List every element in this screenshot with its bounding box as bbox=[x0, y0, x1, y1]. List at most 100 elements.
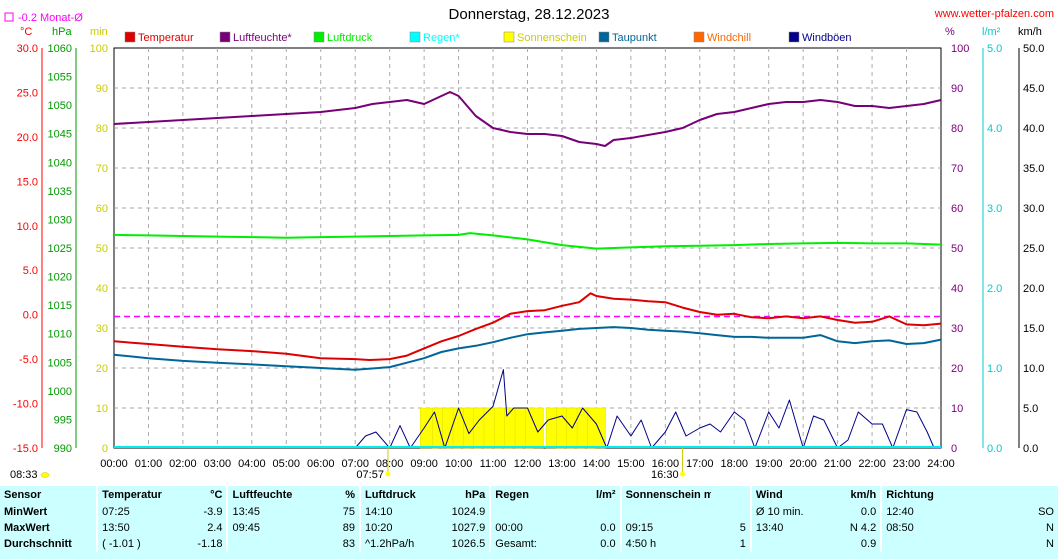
rain-tick-label: 5.0 bbox=[987, 43, 1002, 55]
legend-label: Luftfeuchte* bbox=[233, 32, 292, 44]
stats-cell: hPa bbox=[465, 489, 486, 501]
sunrise-dot bbox=[385, 471, 391, 477]
sunshine-tick-label: 30 bbox=[96, 323, 108, 335]
stats-cell bbox=[749, 536, 840, 552]
stats-cell: 09:15 bbox=[619, 520, 712, 536]
pressure-tick-label: 990 bbox=[54, 443, 72, 455]
x-tick-label: 02:00 bbox=[169, 458, 197, 470]
legend-swatch bbox=[219, 31, 231, 43]
stats-cell: Gesamt: bbox=[489, 536, 568, 552]
humidity-tick-label: 100 bbox=[951, 43, 969, 55]
stats-cell: ^1.2hPa/h bbox=[359, 536, 444, 552]
wind-tick-label: 10.0 bbox=[1023, 363, 1044, 375]
pressure-tick-label: 1060 bbox=[48, 43, 72, 55]
weather-chart: 00:00 01:00 02:00 03:00 04:00 05:00 06:00 07:00… bbox=[4, 12, 1044, 481]
sunset-label: 16:30 bbox=[651, 469, 679, 481]
legend-label: Windböen bbox=[802, 32, 852, 44]
x-tick-label: 13:00 bbox=[548, 458, 576, 470]
legend-label: Temperatur bbox=[138, 32, 194, 44]
temp-tick-label: 0.0 bbox=[23, 310, 38, 322]
wind-tick-label: 50.0 bbox=[1023, 43, 1044, 55]
humidity-tick-label: 20 bbox=[951, 363, 963, 375]
humidity-tick-label: 80 bbox=[951, 123, 963, 135]
wind-tick-label: 30.0 bbox=[1023, 203, 1044, 215]
stats-cell: N bbox=[1046, 522, 1054, 534]
stats-cell: Wind bbox=[749, 486, 840, 504]
pressure-tick-label: 1030 bbox=[48, 214, 72, 226]
pressure-tick-label: 1020 bbox=[48, 272, 72, 284]
x-tick-label: 14:00 bbox=[583, 458, 611, 470]
legend-swatch bbox=[788, 31, 800, 43]
day-start-marker bbox=[40, 472, 50, 478]
stats-cell: 0.9 bbox=[860, 538, 877, 550]
wind-tick-label: 25.0 bbox=[1023, 243, 1044, 255]
stats-cell: 12:40 bbox=[880, 504, 970, 520]
stats-cell bbox=[880, 536, 970, 552]
wind-tick-label: 45.0 bbox=[1023, 83, 1044, 95]
legend-swatch bbox=[313, 31, 325, 43]
sunshine-tick-label: 50 bbox=[96, 243, 108, 255]
legend-swatch bbox=[598, 31, 610, 43]
x-tick-label: 10:00 bbox=[445, 458, 473, 470]
rain-tick-label: 2.0 bbox=[987, 283, 1002, 295]
pressure-tick-label: 1000 bbox=[48, 386, 72, 398]
series-line-luftdruck bbox=[113, 232, 942, 250]
x-tick-label: 15:00 bbox=[617, 458, 645, 470]
humidity-tick-label: 0 bbox=[951, 443, 957, 455]
stats-cell bbox=[970, 486, 1058, 504]
temp-tick-label: -15.0 bbox=[13, 443, 38, 455]
stats-cell: 4:50 h bbox=[619, 536, 712, 552]
unit-label-left: °C bbox=[20, 26, 32, 38]
stats-cell: Regen bbox=[489, 486, 568, 504]
x-tick-label: 11:00 bbox=[480, 458, 507, 470]
legend-swatch bbox=[693, 31, 705, 43]
stats-cell: 00:00 bbox=[489, 520, 568, 536]
sunshine-tick-label: 100 bbox=[90, 43, 108, 55]
stats-cell: Temperatur bbox=[96, 486, 177, 504]
stats-cell bbox=[489, 504, 568, 520]
humidity-tick-label: 40 bbox=[951, 283, 963, 295]
series-line-taupunkt bbox=[113, 326, 942, 371]
temp-tick-label: 5.0 bbox=[23, 265, 38, 277]
wind-tick-label: 0.0 bbox=[1023, 443, 1038, 455]
stats-cell: 08:50 bbox=[880, 520, 970, 536]
pressure-tick-label: 1015 bbox=[48, 300, 72, 312]
temp-tick-label: 30.0 bbox=[17, 43, 38, 55]
stats-cell bbox=[619, 504, 712, 520]
sunshine-tick-label: 90 bbox=[96, 83, 108, 95]
stats-cell: Luftfeuchte bbox=[226, 486, 314, 504]
site-link[interactable]: www.wetter-pfalzen.com bbox=[934, 8, 1054, 20]
humidity-tick-label: 50 bbox=[951, 243, 963, 255]
rain-tick-label: 0.0 bbox=[987, 443, 1002, 455]
sunshine-tick-label: 10 bbox=[96, 403, 108, 415]
unit-label-right: % bbox=[945, 26, 955, 38]
stats-cell: l/m² bbox=[596, 489, 616, 501]
stats-cell: MaxWert bbox=[4, 522, 50, 534]
x-tick-label: 24:00 bbox=[927, 458, 955, 470]
legend-label: Sonnenschein bbox=[517, 32, 587, 44]
pressure-tick-label: 995 bbox=[54, 414, 72, 426]
legend-label: Windchill bbox=[707, 32, 751, 44]
stats-cell: 0.0 bbox=[600, 538, 616, 550]
sunshine-tick-label: 0 bbox=[102, 443, 108, 455]
stats-header-row: Sensor Temperatur °C Luftfeuchte% Luftdruck h… bbox=[0, 486, 1058, 504]
stats-cell: MinWert bbox=[4, 506, 48, 518]
stats-cell: 5 bbox=[739, 522, 746, 534]
rain-tick-label: 3.0 bbox=[987, 203, 1002, 215]
sunrise-label: 07:57 bbox=[356, 469, 384, 481]
stats-cell bbox=[568, 504, 621, 520]
stats-cell: 13:40 bbox=[749, 520, 840, 536]
sunshine-tick-label: 80 bbox=[96, 123, 108, 135]
sunshine-tick-label: 20 bbox=[96, 363, 108, 375]
humidity-tick-label: 90 bbox=[951, 83, 963, 95]
series-line-luftfeuchte bbox=[113, 91, 942, 147]
legend-swatch bbox=[409, 31, 421, 43]
rain-tick-label: 1.0 bbox=[987, 363, 1002, 375]
stats-cell: 75 bbox=[342, 506, 355, 518]
legend-label: Regen* bbox=[423, 32, 460, 44]
x-tick-label: 18:00 bbox=[720, 458, 748, 470]
x-tick-label: 21:00 bbox=[824, 458, 852, 470]
stats-cell: 13:45 bbox=[226, 504, 314, 520]
series-line-temperatur bbox=[113, 292, 942, 361]
x-tick-label: 01:00 bbox=[135, 458, 163, 470]
